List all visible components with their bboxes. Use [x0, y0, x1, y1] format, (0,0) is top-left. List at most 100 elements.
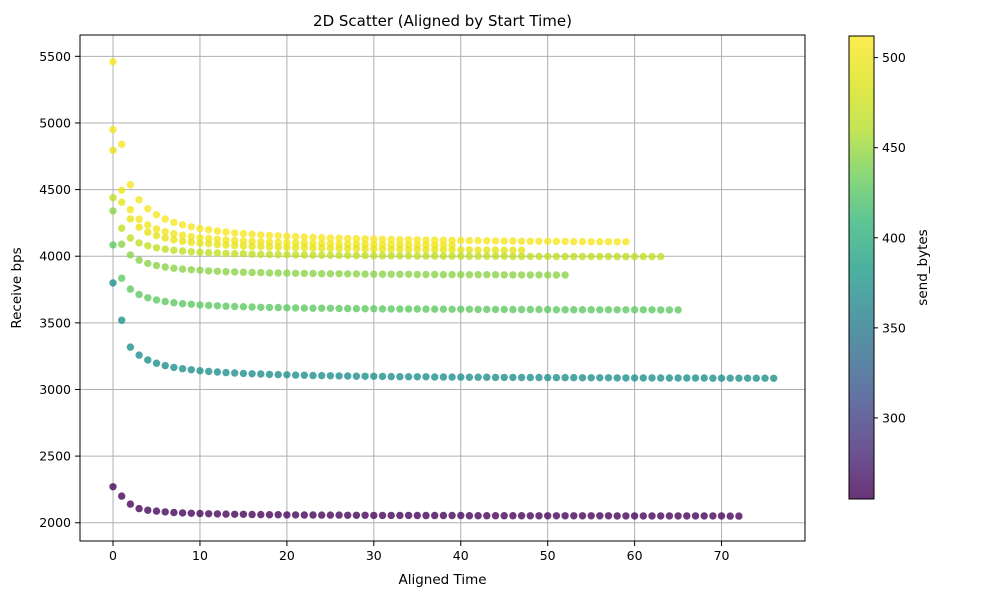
scatter-point [213, 267, 222, 275]
scatter-point [491, 305, 500, 314]
scatter-point [735, 374, 743, 382]
scatter-point [248, 268, 256, 277]
scatter-point [309, 304, 317, 312]
scatter-point [222, 302, 230, 310]
scatter-point [196, 234, 204, 242]
scatter-point [378, 245, 387, 253]
scatter-point [309, 233, 317, 242]
scatter-point [448, 511, 456, 520]
scatter-point [213, 235, 222, 243]
scatter-point [630, 306, 639, 314]
scatter-point [187, 366, 195, 374]
scatter-point [187, 248, 195, 256]
scatter-point [544, 512, 552, 520]
scatter-point [248, 370, 256, 378]
scatter-point [570, 252, 578, 261]
scatter-point [500, 512, 508, 520]
scatter-point [465, 373, 474, 381]
scatter-point [457, 373, 465, 381]
scatter-point [370, 305, 378, 313]
scatter-point [587, 374, 595, 382]
scatter-point [170, 264, 178, 272]
scatter-point [187, 509, 195, 517]
scatter-point [361, 245, 369, 253]
scatter-point [483, 271, 491, 279]
scatter-point [257, 250, 265, 259]
scatter-point [283, 269, 291, 277]
scatter-point [526, 252, 534, 261]
scatter-point [474, 246, 482, 254]
scatter-point [517, 252, 526, 261]
x-tick-label: 60 [627, 548, 643, 563]
scatter-point [726, 374, 734, 382]
scatter-point [135, 290, 143, 299]
scatter-point [700, 374, 708, 382]
scatter-point [509, 305, 517, 314]
scatter-point [639, 512, 647, 520]
scatter-point [205, 234, 213, 243]
scatter-point [535, 305, 543, 314]
scatter-point [231, 250, 239, 258]
scatter-point [344, 234, 352, 243]
scatter-point [109, 279, 117, 287]
scatter-series-s7 [109, 279, 778, 382]
scatter-point [309, 371, 317, 380]
scatter-point [509, 237, 517, 245]
scatter-point [248, 303, 256, 311]
scatter-point [596, 252, 604, 261]
scatter-point [639, 306, 647, 314]
scatter-point [578, 306, 587, 314]
scatter-point [535, 512, 543, 520]
scatter-point [604, 238, 613, 246]
scatter-point [170, 236, 178, 244]
scatter-point [300, 511, 308, 519]
scatter-point [144, 506, 152, 514]
scatter-point [318, 371, 326, 380]
scatter-point [291, 232, 300, 241]
scatter-point [439, 252, 448, 260]
scatter-point [239, 229, 248, 238]
scatter-point [231, 268, 239, 276]
scatter-point [544, 373, 552, 382]
scatter-point [726, 512, 734, 520]
scatter-point [674, 374, 682, 382]
scatter-point [370, 270, 378, 278]
scatter-point [222, 510, 230, 518]
scatter-point [604, 374, 613, 382]
scatter-point [361, 270, 369, 278]
scatter-point [709, 512, 717, 520]
scatter-point [413, 236, 421, 244]
scatter-point [222, 368, 230, 377]
scatter-point [196, 239, 204, 247]
scatter-point [318, 270, 326, 278]
scatter-point [648, 306, 656, 314]
scatter-point [135, 239, 143, 247]
scatter-point [404, 236, 413, 244]
scatter-point [248, 250, 256, 258]
scatter-point [300, 371, 308, 379]
scatter-point [552, 373, 561, 382]
scatter-point [578, 512, 587, 520]
scatter-point [291, 269, 300, 277]
scatter-point [544, 305, 552, 314]
scatter-point [178, 300, 187, 308]
scatter-point [144, 356, 152, 364]
scatter-point [144, 205, 152, 213]
scatter-point [283, 511, 291, 519]
scatter-point [283, 304, 291, 312]
scatter-point [231, 229, 239, 237]
scatter-point [239, 250, 248, 258]
scatter-point [413, 270, 421, 279]
scatter-point [196, 367, 204, 375]
scatter-point [526, 271, 534, 279]
scatter-point [483, 252, 491, 260]
scatter-point [144, 259, 152, 268]
scatter-point [370, 372, 378, 380]
scatter-point [604, 512, 613, 520]
scatter-point [422, 252, 430, 260]
scatter-points-layer [109, 58, 778, 520]
scatter-point [561, 271, 569, 279]
scatter-point [205, 510, 213, 518]
scatter-point [109, 241, 117, 249]
scatter-point [378, 235, 387, 243]
